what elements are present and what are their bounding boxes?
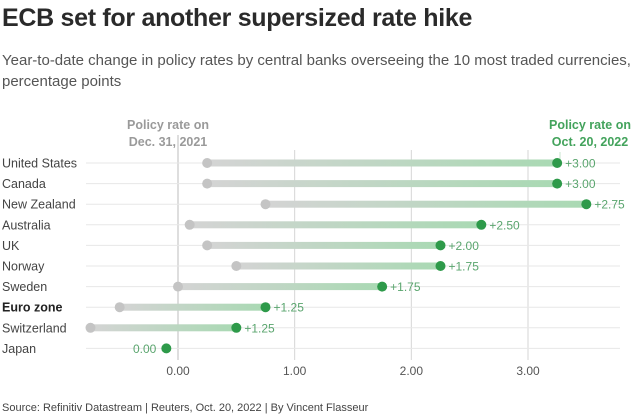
change-label: +2.75 bbox=[594, 198, 625, 212]
end-dot bbox=[260, 302, 271, 313]
row-label: Canada bbox=[2, 177, 46, 191]
end-dot bbox=[552, 178, 563, 189]
start-dot bbox=[85, 322, 96, 333]
start-header-line2: Dec. 31, 2021 bbox=[129, 135, 208, 149]
row-label: Norway bbox=[2, 260, 45, 274]
x-tick-label: 1.00 bbox=[283, 364, 307, 378]
end-dot bbox=[552, 158, 563, 168]
change-bar bbox=[207, 241, 441, 249]
change-label: +3.00 bbox=[565, 177, 596, 191]
change-bar bbox=[265, 200, 587, 208]
end-dot bbox=[476, 219, 487, 230]
row-label: Australia bbox=[2, 218, 51, 232]
x-tick-label: 3.00 bbox=[516, 364, 540, 378]
chart-title: ECB set for another supersized rate hike bbox=[2, 4, 473, 32]
end-dot bbox=[161, 343, 172, 354]
change-bar bbox=[236, 262, 441, 270]
start-header-line1: Policy rate on bbox=[127, 118, 209, 132]
row-label: New Zealand bbox=[2, 198, 76, 212]
chart-subtitle: Year-to-date change in policy rates by c… bbox=[2, 52, 631, 90]
start-dot bbox=[202, 178, 213, 189]
end-dot bbox=[435, 240, 446, 251]
source-note: Source: Refinitiv Datastream | Reuters, … bbox=[2, 402, 369, 414]
start-dot bbox=[114, 302, 125, 313]
row-label: UK bbox=[2, 239, 20, 253]
row-label: Euro zone bbox=[2, 301, 62, 315]
x-tick-label: 2.00 bbox=[400, 364, 424, 378]
change-bar bbox=[178, 283, 383, 291]
row-label: Switzerland bbox=[2, 321, 67, 335]
change-label: +3.00 bbox=[565, 157, 596, 171]
change-bar bbox=[207, 159, 558, 167]
start-dot bbox=[260, 199, 271, 210]
change-label: +1.75 bbox=[390, 280, 421, 294]
row-label: Sweden bbox=[2, 280, 47, 294]
change-label: +2.50 bbox=[489, 218, 520, 232]
row-label: Japan bbox=[2, 342, 36, 356]
change-label: +1.25 bbox=[274, 301, 305, 315]
x-tick-label: 0.00 bbox=[166, 364, 190, 378]
start-dot bbox=[202, 240, 213, 251]
change-bar bbox=[90, 324, 237, 332]
start-dot bbox=[173, 281, 183, 292]
end-dot bbox=[581, 199, 592, 210]
change-label: +2.00 bbox=[449, 239, 480, 253]
change-bar bbox=[119, 303, 266, 311]
change-label: +1.25 bbox=[244, 321, 275, 335]
change-label: +1.75 bbox=[449, 260, 480, 274]
start-dot bbox=[231, 261, 242, 271]
change-bar bbox=[189, 221, 482, 229]
row-label: United States bbox=[2, 157, 77, 171]
end-dot bbox=[377, 281, 388, 292]
start-dot bbox=[202, 158, 213, 168]
end-header-line2: Oct. 20, 2022 bbox=[552, 135, 628, 149]
end-dot bbox=[435, 261, 446, 271]
change-bar bbox=[207, 180, 558, 188]
change-label: 0.00 bbox=[133, 342, 157, 356]
end-dot bbox=[231, 322, 242, 333]
end-header-line1: Policy rate on bbox=[549, 118, 631, 132]
start-dot bbox=[184, 219, 195, 230]
